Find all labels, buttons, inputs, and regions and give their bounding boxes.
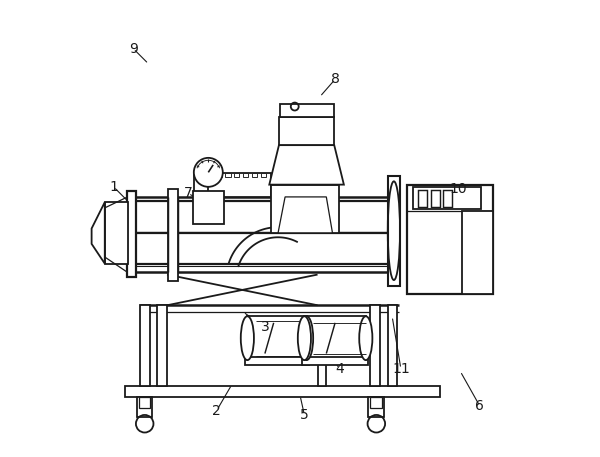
Polygon shape [92,202,105,264]
Bar [443,190,452,207]
Bar [370,398,382,409]
Bar [370,305,380,387]
Bar [208,173,213,177]
Text: 3: 3 [260,320,269,334]
Bar [413,187,481,209]
Bar [226,173,230,177]
Bar [157,305,167,387]
Bar [217,173,222,177]
Ellipse shape [300,316,313,360]
Bar [368,398,384,417]
Bar [271,185,340,233]
Bar [247,316,307,360]
Bar [260,173,266,177]
Bar [105,202,128,264]
Circle shape [194,158,223,187]
Bar [463,211,493,294]
Bar [243,173,248,177]
Ellipse shape [359,316,373,360]
Text: 1: 1 [109,180,118,194]
Text: 6: 6 [475,399,484,413]
Ellipse shape [298,316,311,360]
Text: 11: 11 [392,362,410,376]
Text: 4: 4 [335,362,344,376]
Bar [245,356,309,365]
Bar [139,398,151,409]
Text: 9: 9 [129,42,138,56]
Bar [127,191,136,277]
Bar [193,191,224,224]
Bar [431,190,440,207]
Bar [279,117,334,145]
Polygon shape [269,145,344,185]
Bar [280,104,334,117]
Bar [407,185,493,294]
Text: 2: 2 [212,404,221,418]
Bar [234,173,239,177]
Bar [388,176,400,286]
Bar [125,387,440,398]
Bar [136,201,397,233]
Text: 7: 7 [184,186,193,201]
Text: 8: 8 [331,72,340,86]
Polygon shape [278,197,332,233]
Bar [304,316,366,360]
Bar [418,190,427,207]
Bar [302,356,368,365]
Text: 5: 5 [300,408,309,422]
Bar [136,233,397,264]
Bar [137,398,152,417]
Text: 10: 10 [449,182,467,196]
Ellipse shape [241,316,254,360]
Bar [317,343,326,387]
Bar [194,173,271,197]
Bar [388,305,397,387]
Bar [140,305,149,387]
Bar [252,173,257,177]
Bar [169,189,178,281]
